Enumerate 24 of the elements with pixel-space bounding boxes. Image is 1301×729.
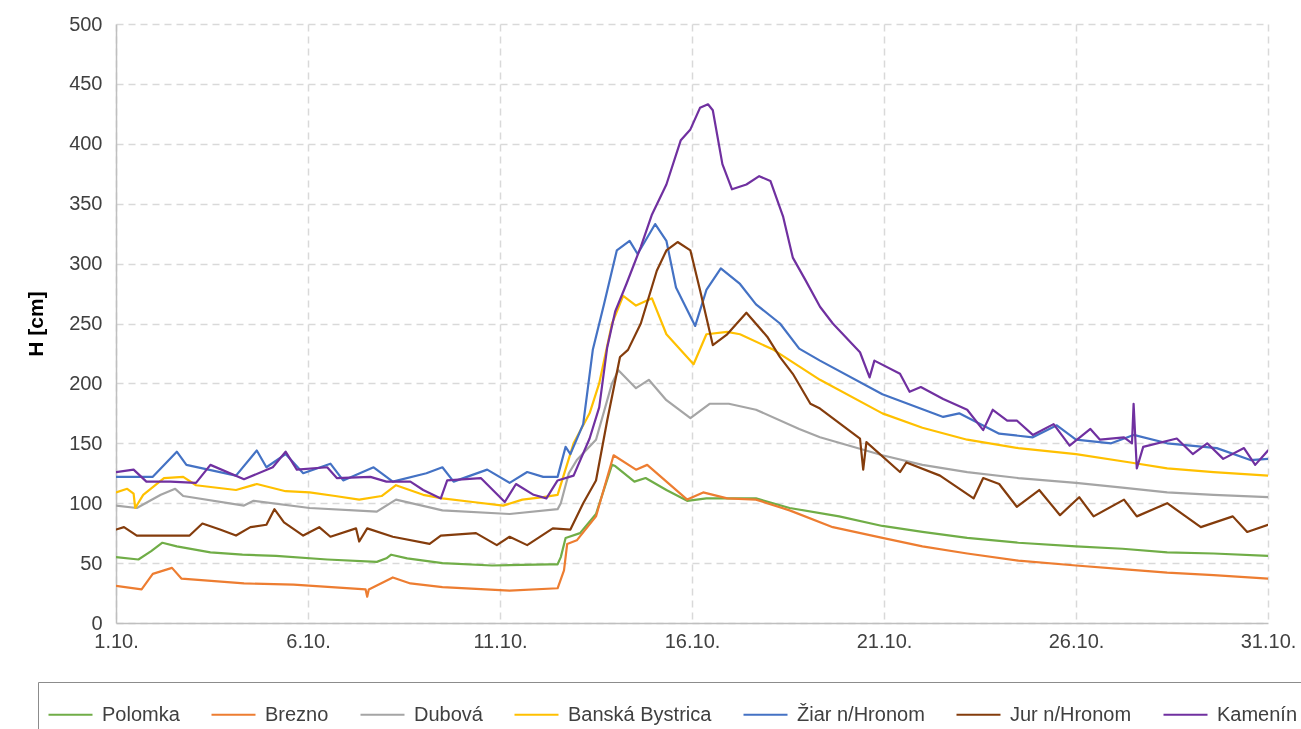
- legend-label: Jur n/Hronom: [1010, 702, 1132, 725]
- y-axis-title: H [cm]: [24, 291, 48, 357]
- y-tick-label: 50: [80, 551, 103, 574]
- y-tick-label: 500: [69, 12, 103, 35]
- x-tick-label: 21.10.: [856, 629, 913, 652]
- x-tick-label: 31.10.: [1240, 629, 1297, 652]
- y-tick-label: 450: [69, 72, 103, 95]
- legend-label: Žiar n/Hronom: [797, 702, 925, 725]
- y-tick-label: 400: [69, 132, 103, 155]
- y-tick-label: 200: [69, 371, 103, 394]
- legend-label: Banská Bystrica: [568, 702, 713, 725]
- y-tick-label: 350: [69, 192, 103, 215]
- legend-label: Brezno: [265, 702, 329, 725]
- x-tick-label: 11.10.: [473, 629, 528, 652]
- y-tick-label: 250: [69, 312, 103, 334]
- x-tick-label: 16.10.: [664, 629, 721, 652]
- y-tick-label: 150: [69, 431, 103, 454]
- y-tick-label: 100: [69, 491, 103, 514]
- legend-label: Polomka: [102, 702, 181, 725]
- y-tick-label: 300: [69, 252, 103, 275]
- x-tick-label: 6.10.: [286, 629, 331, 652]
- legend-label: Dubová: [414, 702, 484, 725]
- x-tick-label: 26.10.: [1048, 629, 1105, 652]
- legend-label: Kamenín: [1217, 702, 1298, 725]
